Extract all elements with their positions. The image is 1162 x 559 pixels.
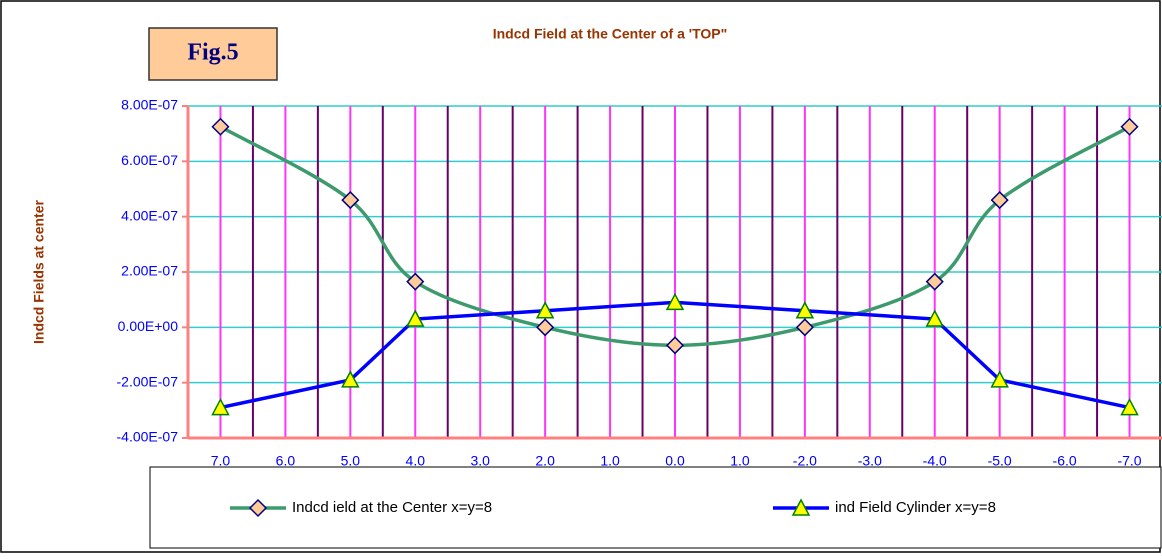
diamond-marker [925,272,944,291]
diamond-marker [1120,117,1139,136]
y-tick-label: -2.00E-07 [117,373,179,389]
y-tick-label: 4.00E-07 [121,207,178,223]
y-tick-label: 2.00E-07 [121,263,178,279]
triangle-marker [791,498,811,516]
x-tick-label: 5.0 [341,453,361,469]
legend-label: ind Field Cylinder x=y=8 [835,499,996,516]
diamond-marker [248,498,268,518]
triangle-marker [990,370,1009,388]
x-tick-label: -4.0 [923,453,947,469]
y-axis-label: Indcd Fields at center [31,199,47,343]
x-tick-label: 2.0 [535,453,555,469]
diamond-marker [536,318,555,337]
x-tick-label: 1.0 [730,453,750,469]
y-tick-label: -4.00E-07 [117,429,179,445]
triangle-marker [535,301,555,319]
x-tick-label: 7.0 [211,453,231,469]
x-tick-label: 3.0 [470,453,490,469]
diamond-marker [211,117,230,136]
x-tick-label: -6.0 [1053,453,1077,469]
x-tick-label: 1.0 [600,453,620,469]
y-tick-label: 8.00E-07 [121,97,178,113]
x-tick-label: -5.0 [988,453,1012,469]
y-tick-label: 0.00E+00 [118,318,179,334]
x-tick-label: 6.0 [276,453,296,469]
diamond-marker [990,191,1009,210]
diamond-marker [795,318,814,337]
triangle-marker [665,292,685,311]
x-tick-label: -2.0 [793,453,817,469]
diamond-marker [665,336,685,355]
diamond-marker [341,191,360,210]
legend-label: Indcd ield at the Center x=y=8 [292,499,492,516]
triangle-marker [1120,397,1139,416]
fig-badge-box [148,27,278,81]
y-tick-label: 6.00E-07 [121,152,178,168]
triangle-marker [406,309,425,327]
triangle-marker [211,397,230,416]
diamond-marker [406,272,425,291]
triangle-marker [795,301,815,319]
legend-box [149,466,1162,549]
x-tick-label: -7.0 [1117,453,1141,469]
triangle-marker [925,309,944,327]
x-tick-label: -3.0 [858,453,882,469]
triangle-marker [341,370,360,388]
fig-badge: Fig.5 [187,40,238,66]
x-tick-label: 4.0 [406,453,426,469]
chart-title: Indcd Field at the Center of a 'TOP" [493,26,728,42]
x-tick-label: 0.0 [665,453,685,469]
